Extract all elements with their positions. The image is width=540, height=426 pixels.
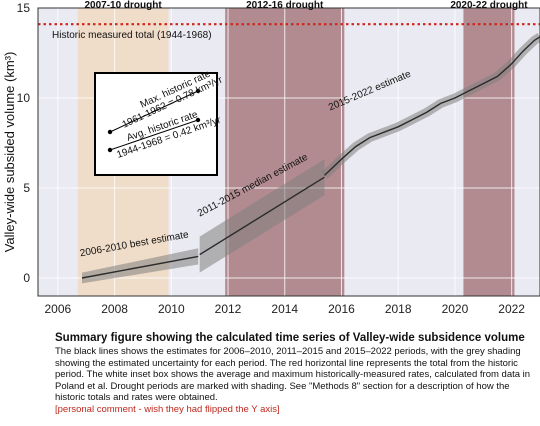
estimate-line bbox=[199, 176, 325, 256]
avg-rate-point bbox=[195, 117, 201, 123]
x-tick-label: 2014 bbox=[271, 302, 298, 316]
x-tick-label: 2022 bbox=[498, 302, 525, 316]
caption-comment: [personal comment - wish they had flippe… bbox=[55, 403, 280, 415]
x-tick-label: 2018 bbox=[385, 302, 412, 316]
x-tick-label: 2006 bbox=[45, 302, 72, 316]
y-tick-label: 10 bbox=[17, 91, 31, 105]
axes: 2006 2008 2010 2012 2014 2016 2018 2020 2022 0 5 10… bbox=[2, 1, 540, 316]
estimate-line bbox=[323, 36, 540, 176]
caption-body: The black lines shows the estimates for … bbox=[55, 346, 531, 404]
y-axis-label: Valley-wide subsided volume (km³) bbox=[2, 52, 17, 253]
x-tick-label: 2010 bbox=[158, 302, 185, 316]
x-tick-label: 2016 bbox=[328, 302, 355, 316]
max-rate-line bbox=[109, 90, 199, 133]
drought-band bbox=[463, 8, 515, 296]
x-tick-label: 2012 bbox=[215, 302, 242, 316]
drought-label: 2020-22 drought bbox=[450, 0, 528, 11]
drought-label: 2007-10 drought bbox=[84, 0, 162, 11]
y-tick-label: 0 bbox=[23, 271, 30, 285]
estimate-line bbox=[81, 255, 199, 279]
max-rate-point bbox=[107, 129, 113, 135]
historic-total-line: Historic measured total (1944-1968) bbox=[38, 23, 540, 41]
max-rate-point bbox=[195, 88, 201, 94]
subsidence-chart: Historic measured total (1944-1968) 2006… bbox=[2, 0, 540, 316]
drought-label: 2012-16 drought bbox=[246, 0, 324, 11]
estimate-lines bbox=[81, 36, 540, 279]
x-tick-label: 2020 bbox=[442, 302, 469, 316]
y-tick-label: 15 bbox=[17, 1, 31, 15]
uncertainty-band bbox=[81, 248, 199, 284]
y-tick-label: 5 bbox=[23, 181, 30, 195]
historic-total-label: Historic measured total (1944-1968) bbox=[52, 30, 212, 41]
caption-title: Summary figure showing the calculated ti… bbox=[55, 332, 525, 344]
x-tick-label: 2008 bbox=[101, 302, 128, 316]
plot-frame bbox=[37, 7, 540, 297]
figure-caption: Summary figure showing the calculated ti… bbox=[55, 331, 535, 416]
avg-rate-line bbox=[109, 119, 199, 151]
avg-rate-point bbox=[107, 147, 113, 153]
